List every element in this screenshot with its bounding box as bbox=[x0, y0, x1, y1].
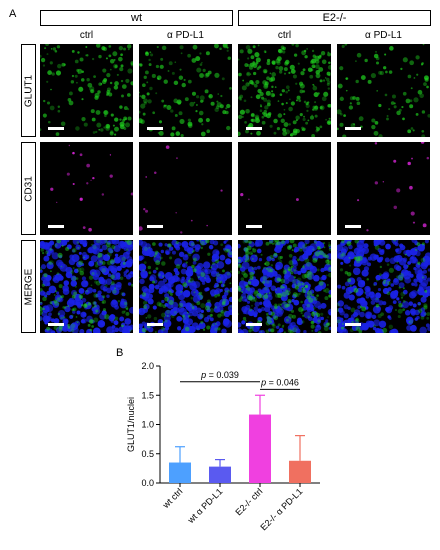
micrograph-glut1-wt-apdl1 bbox=[139, 44, 232, 137]
group-label-e2: E2-/- bbox=[238, 10, 431, 26]
scale-bar bbox=[48, 225, 64, 228]
scale-bar bbox=[147, 323, 163, 326]
scale-bar bbox=[345, 225, 361, 228]
y-axis-label: GLUT1/nuclei bbox=[126, 397, 136, 452]
p-value-label-1: p = 0.046 bbox=[260, 377, 299, 387]
row-label-glut1: GLUT1 bbox=[23, 74, 34, 107]
p-value-label-0: p = 0.039 bbox=[200, 370, 239, 380]
micrograph-merge-wt-apdl1 bbox=[139, 240, 232, 333]
micrograph-cd31-wt-ctrl bbox=[40, 142, 133, 235]
column-label-e2-ctrl: ctrl bbox=[277, 30, 292, 41]
y-tick-label: 0.0 bbox=[141, 478, 154, 488]
row-label-box-merge: MERGE bbox=[21, 240, 36, 333]
p-value: = 0.039 bbox=[206, 370, 239, 380]
row-label-cd31: CD31 bbox=[23, 175, 34, 202]
column-label-e2-apdl1: α PD-L1 bbox=[365, 30, 402, 41]
bar-0 bbox=[169, 462, 191, 483]
panel-b-letter: B bbox=[116, 347, 124, 359]
micrograph-merge-e2-apdl1 bbox=[337, 240, 430, 333]
scale-bar bbox=[246, 225, 262, 228]
micrograph-cd31-e2-apdl1 bbox=[337, 142, 430, 235]
x-tick-label-0: wt ctrl bbox=[160, 486, 184, 510]
bar-1 bbox=[209, 466, 231, 483]
row-label-merge: MERGE bbox=[23, 268, 34, 305]
micrograph-glut1-e2-apdl1 bbox=[337, 44, 430, 137]
micrograph-merge-e2-ctrl bbox=[238, 240, 331, 333]
column-label-wt-ctrl: ctrl bbox=[79, 30, 94, 41]
p-value: = 0.046 bbox=[266, 377, 299, 387]
bar-2 bbox=[249, 414, 271, 483]
y-tick-label: 2.0 bbox=[141, 361, 154, 371]
y-tick-label: 0.5 bbox=[141, 449, 154, 459]
y-tick-label: 1.5 bbox=[141, 390, 154, 400]
p-symbol: p bbox=[200, 370, 206, 380]
micrograph-glut1-wt-ctrl bbox=[40, 44, 133, 137]
bar-3 bbox=[289, 460, 311, 483]
scale-bar bbox=[48, 127, 64, 130]
y-tick-label: 1.0 bbox=[141, 420, 154, 430]
row-label-box-glut1: GLUT1 bbox=[21, 44, 36, 137]
micrograph-merge-wt-ctrl bbox=[40, 240, 133, 333]
group-label-wt: wt bbox=[40, 10, 233, 26]
scale-bar bbox=[147, 127, 163, 130]
x-tick-label-1: wt α PD-L1 bbox=[185, 486, 224, 525]
bar-chart: 0.0 0.5 1.0 1.5 2.0 GLUT1/nuclei wt ctrl wt α P… bbox=[126, 361, 320, 532]
micrograph-glut1-e2-ctrl bbox=[238, 44, 331, 137]
scale-bar bbox=[48, 323, 64, 326]
micrograph-cd31-e2-ctrl bbox=[238, 142, 331, 235]
scale-bar bbox=[246, 127, 262, 130]
x-tick-label-3: E2-/- α PD-L1 bbox=[258, 486, 304, 532]
scale-bar bbox=[147, 225, 163, 228]
scale-bar bbox=[345, 323, 361, 326]
row-label-box-cd31: CD31 bbox=[21, 142, 36, 235]
micrograph-cd31-wt-apdl1 bbox=[139, 142, 232, 235]
column-label-wt-apdl1: α PD-L1 bbox=[167, 30, 204, 41]
scale-bar bbox=[246, 323, 262, 326]
scale-bar bbox=[345, 127, 361, 130]
panel-a-letter: A bbox=[9, 8, 17, 20]
x-tick-label-2: E2-/- ctrl bbox=[233, 486, 264, 517]
p-symbol: p bbox=[260, 377, 266, 387]
